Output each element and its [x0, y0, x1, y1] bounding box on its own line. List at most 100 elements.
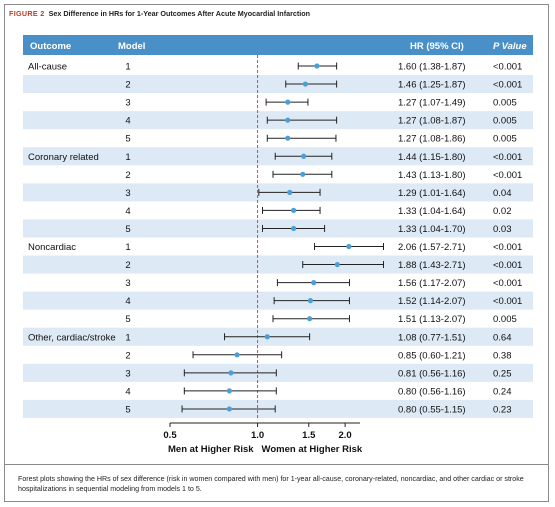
hr-value: 1.08 (0.77-1.51)	[398, 332, 466, 343]
hr-point	[346, 243, 352, 250]
hr-value: 0.80 (0.56-1.16)	[398, 386, 466, 397]
hr-point	[301, 153, 307, 159]
hr-value: 2.06 (1.57-2.71)	[398, 242, 466, 253]
hr-point	[285, 135, 291, 141]
x-tick-label: 1.5	[302, 430, 316, 441]
caption-divider	[4, 464, 549, 465]
p-value: <0.001	[493, 242, 522, 253]
p-value: 0.005	[493, 98, 517, 109]
p-value: 0.25	[493, 368, 512, 379]
hr-value: 0.81 (0.56-1.16)	[398, 368, 466, 379]
model-label: 4	[125, 386, 130, 397]
hr-value: 1.33 (1.04-1.64)	[398, 206, 466, 217]
hr-value: 1.88 (1.43-2.71)	[398, 260, 466, 271]
p-value: 0.04	[493, 188, 512, 199]
outcome-label: Coronary related	[28, 152, 99, 163]
table-header-bar	[23, 35, 533, 55]
model-label: 4	[125, 206, 130, 217]
header-model: Model	[118, 41, 145, 52]
figure-caption: Forest plots showing the HRs of sex diff…	[18, 475, 524, 493]
hr-point	[307, 316, 313, 322]
x-label-right: Women at Higher Risk	[262, 444, 363, 455]
model-label: 2	[125, 260, 130, 271]
p-value: <0.001	[493, 80, 522, 91]
p-value: 0.02	[493, 206, 512, 217]
outcome-label: Noncardiac	[28, 242, 76, 253]
hr-point	[285, 117, 291, 123]
p-value: 0.005	[493, 314, 517, 325]
hr-value: 1.43 (1.13-1.80)	[398, 170, 466, 181]
model-label: 5	[125, 314, 130, 325]
hr-point	[290, 225, 297, 232]
model-label: 3	[125, 188, 130, 199]
hr-point	[285, 99, 291, 105]
p-value: <0.001	[493, 170, 522, 181]
model-label: 1	[125, 152, 130, 163]
p-value: <0.001	[493, 296, 522, 307]
hr-point	[311, 280, 317, 286]
hr-value: 1.60 (1.38-1.87)	[398, 62, 466, 73]
row-stripe	[23, 75, 533, 94]
model-label: 1	[125, 332, 130, 343]
model-label: 5	[125, 134, 130, 145]
hr-value: 1.46 (1.25-1.87)	[398, 80, 466, 91]
model-label: 4	[125, 296, 130, 307]
row-stripe	[23, 399, 533, 418]
header-outcome: Outcome	[30, 41, 71, 52]
outcome-label: All-cause	[28, 62, 67, 73]
header-hr: HR (95% CI)	[410, 41, 464, 52]
hr-point	[300, 171, 306, 177]
hr-point	[287, 189, 293, 195]
model-label: 5	[125, 404, 130, 415]
p-value: <0.001	[493, 152, 522, 163]
model-label: 2	[125, 80, 130, 91]
model-label: 3	[125, 368, 130, 379]
p-value: 0.23	[493, 404, 512, 415]
p-value: <0.001	[493, 62, 522, 73]
hr-point	[314, 63, 320, 69]
p-value: 0.005	[493, 116, 517, 127]
hr-value: 1.56 (1.17-2.07)	[398, 278, 466, 289]
p-value: <0.001	[493, 278, 522, 289]
model-label: 1	[125, 242, 130, 253]
header-p-value: P Value	[493, 41, 527, 52]
hr-value: 1.27 (1.08-1.87)	[398, 116, 466, 127]
model-label: 2	[125, 350, 130, 361]
hr-point	[307, 298, 314, 304]
hr-point	[226, 406, 232, 412]
hr-point	[234, 352, 240, 358]
forest-plot: Outcome Model HR (95% CI) P Value All-cause 1…	[23, 35, 533, 455]
p-value: 0.005	[493, 134, 517, 145]
hr-point	[290, 207, 297, 213]
p-value: 0.03	[493, 224, 512, 235]
x-label-left: Men at Higher Risk	[168, 444, 254, 455]
x-tick-label: 2.0	[339, 430, 352, 441]
hr-value: 1.27 (1.08-1.86)	[398, 134, 466, 145]
outcome-label: Other, cardiac/stroke	[28, 332, 116, 343]
hr-point	[264, 334, 270, 340]
model-label: 3	[125, 98, 130, 109]
hr-value: 1.27 (1.07-1.49)	[398, 98, 466, 109]
hr-point	[334, 261, 340, 268]
hr-value: 0.80 (0.55-1.15)	[398, 404, 466, 415]
x-tick-label: 1.0	[251, 430, 264, 441]
p-value: <0.001	[493, 260, 522, 271]
row-stripe	[23, 255, 533, 274]
p-value: 0.38	[493, 350, 512, 361]
hr-point	[226, 388, 232, 394]
row-stripe	[23, 363, 533, 382]
hr-value: 1.52 (1.14-2.07)	[398, 296, 466, 307]
hr-value: 0.85 (0.60-1.21)	[398, 350, 466, 361]
figure-title-text: Sex Difference in HRs for 1-Year Outcome…	[48, 9, 311, 18]
hr-value: 1.29 (1.01-1.64)	[398, 188, 466, 199]
x-tick-label: 0.5	[163, 430, 177, 441]
p-value: 0.24	[493, 386, 512, 397]
model-label: 3	[125, 278, 130, 289]
p-value: 0.64	[493, 332, 512, 343]
hr-value: 1.33 (1.04-1.70)	[398, 224, 466, 235]
model-label: 1	[125, 62, 130, 73]
figure-number: FIGURE 2	[9, 9, 45, 18]
model-label: 2	[125, 170, 130, 181]
hr-value: 1.51 (1.13-2.07)	[398, 314, 466, 325]
model-label: 4	[125, 116, 130, 127]
